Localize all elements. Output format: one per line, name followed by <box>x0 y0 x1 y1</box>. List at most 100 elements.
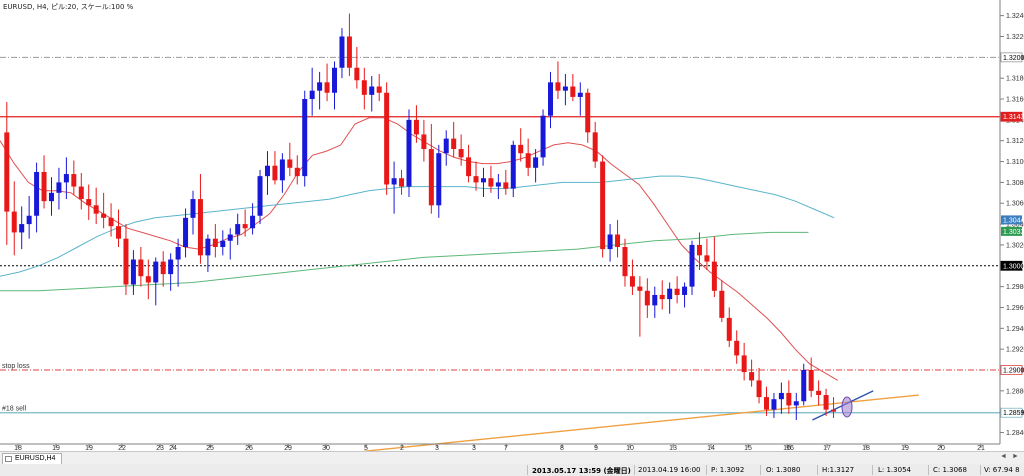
candle <box>78 173 84 210</box>
candle <box>667 282 673 314</box>
moving-average-line <box>0 117 839 381</box>
y-tick-label: 1.2920 <box>1006 347 1024 354</box>
candle <box>696 232 702 270</box>
moving-average-line <box>0 231 809 292</box>
x-tick-label: 15 <box>744 445 752 451</box>
candle <box>101 192 107 229</box>
candle <box>741 342 747 381</box>
chart-header: EURUSD, H4, ピル:20, スケール:100 % <box>3 3 134 11</box>
x-tick-label: 9 <box>594 445 598 451</box>
candle <box>160 251 166 287</box>
order-highlight-marker <box>841 396 853 418</box>
status-volume: V: 67.94 8 <box>984 466 1020 474</box>
candle <box>399 169 405 195</box>
candle <box>540 109 546 166</box>
x-tick-label: 19 <box>901 445 909 451</box>
x-tick-label: 8 <box>560 445 564 451</box>
x-tick-label: 3 <box>435 445 439 451</box>
candle <box>488 165 494 193</box>
x-tick-label: 7 <box>504 445 508 451</box>
candle <box>175 238 181 287</box>
candle <box>652 286 658 318</box>
status-high: H:1.3127 <box>822 466 855 474</box>
candle <box>607 224 613 262</box>
candle <box>294 155 300 185</box>
ma-value-label: 1.3044 <box>1003 217 1024 224</box>
candle <box>413 105 419 143</box>
candle <box>264 151 270 195</box>
candle <box>816 380 822 406</box>
x-tick-label: 23 <box>156 445 164 451</box>
x-tick-label: 22 <box>118 445 126 451</box>
candle <box>615 219 621 258</box>
candle <box>212 224 218 258</box>
candle <box>436 144 442 218</box>
candle <box>324 63 330 102</box>
candle <box>4 102 10 245</box>
x-tick-label: 10 <box>626 445 634 451</box>
candle <box>704 238 710 270</box>
candle <box>503 169 509 195</box>
x-tick-label: 19 <box>52 445 60 451</box>
candle <box>108 203 114 237</box>
candle <box>138 247 144 287</box>
candle <box>48 177 54 216</box>
candle <box>756 367 762 404</box>
tab-next-arrow-icon[interactable]: ► <box>1012 453 1019 460</box>
x-tick-label: 3 <box>472 445 476 451</box>
y-tick-label: 1.3120 <box>1006 138 1024 145</box>
x-tick-label: 24 <box>169 445 177 451</box>
candle <box>562 74 568 106</box>
candle <box>443 130 449 166</box>
candle <box>711 236 717 298</box>
candle <box>428 124 434 214</box>
chart-tab-label: EURUSD,H4 <box>15 455 56 462</box>
candle <box>793 392 799 421</box>
x-tick-label: 18 <box>14 445 22 451</box>
candle <box>622 238 628 287</box>
y-tick-label: 1.2980 <box>1006 284 1024 291</box>
candle <box>153 257 159 306</box>
candle <box>451 121 457 158</box>
chart-tab-eurusd-h4[interactable]: EURUSD,H4 <box>2 453 63 464</box>
candle <box>332 61 338 110</box>
candle <box>34 162 40 233</box>
price-chart[interactable]: stop loss#18 sell 1.28401.28601.28801.29… <box>0 0 1024 451</box>
status-open: O: 1.3080 <box>766 466 801 474</box>
price-label-box <box>1000 260 1023 271</box>
candle <box>93 187 99 225</box>
price-label-box <box>1000 111 1023 122</box>
candle <box>734 330 740 364</box>
candle <box>235 213 241 245</box>
candle <box>682 282 688 308</box>
y-tick-label: 1.2880 <box>1006 388 1024 395</box>
candle <box>726 307 732 348</box>
candle <box>577 82 583 116</box>
ma-value-box <box>1001 215 1022 225</box>
y-tick-label: 1.3020 <box>1006 242 1024 249</box>
candle <box>518 128 524 162</box>
candle <box>145 259 151 300</box>
candle <box>778 382 784 414</box>
x-tick-label: 16 <box>786 445 794 451</box>
line-description: #18 sell <box>2 406 27 413</box>
y-tick-label: 1.3100 <box>1006 159 1024 166</box>
price-label: 1.3143 <box>1003 114 1024 121</box>
candle <box>406 109 412 197</box>
tab-prev-arrow-icon[interactable]: ◄ <box>1000 453 1007 460</box>
candle <box>361 67 367 110</box>
candle <box>123 224 129 295</box>
candle <box>339 28 345 79</box>
candle <box>473 161 479 191</box>
candle <box>600 155 606 258</box>
x-tick-label: 5 <box>364 445 368 451</box>
y-tick-label: 1.3220 <box>1006 34 1024 41</box>
candle <box>257 169 263 225</box>
candle <box>287 142 293 177</box>
x-tick-label: 29 <box>284 445 292 451</box>
candle <box>19 206 25 250</box>
candle <box>250 203 256 235</box>
candle <box>302 90 308 187</box>
line-description: stop loss <box>2 363 30 370</box>
price-label-box <box>1000 365 1023 375</box>
